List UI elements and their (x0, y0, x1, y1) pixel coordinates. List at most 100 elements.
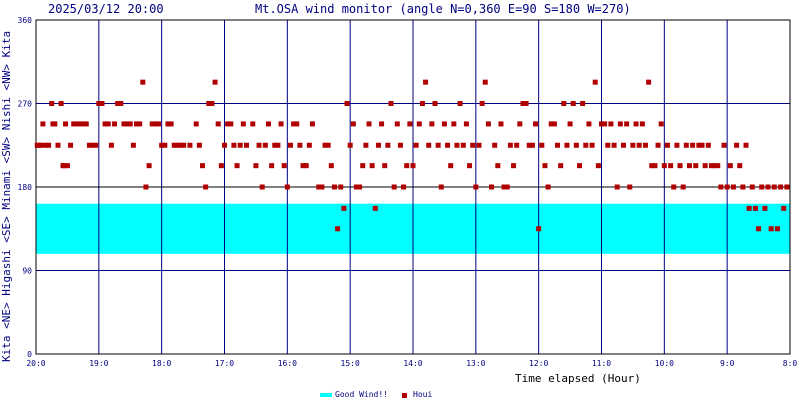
data-point (344, 101, 350, 106)
plot-frame (35, 19, 791, 355)
data-point (602, 121, 608, 127)
data-point (269, 163, 275, 169)
x-tick-label: 17:0 (215, 359, 234, 368)
data-point (174, 142, 180, 148)
data-point (727, 163, 733, 169)
data-point (699, 142, 705, 148)
data-point (40, 121, 46, 127)
data-point (401, 184, 407, 190)
data-point (363, 142, 369, 148)
data-point (683, 142, 689, 148)
data-point (297, 142, 303, 148)
data-point (231, 142, 237, 148)
data-point (86, 142, 92, 148)
data-point (46, 142, 52, 148)
data-point (429, 121, 435, 127)
data-point (624, 121, 630, 127)
x-tick-label: 16:0 (278, 359, 297, 368)
data-point (567, 121, 573, 127)
x-tick-label: 8:0 (783, 359, 798, 368)
data-point (693, 163, 699, 169)
data-point (306, 142, 312, 148)
data-point (778, 184, 784, 190)
data-point (492, 142, 498, 148)
data-point (187, 142, 193, 148)
data-point (68, 142, 74, 148)
data-point (74, 121, 80, 127)
data-point (545, 184, 551, 190)
data-point (259, 184, 265, 190)
data-point (570, 101, 576, 106)
data-point (740, 184, 746, 190)
data-point (115, 101, 121, 106)
data-point (140, 79, 146, 85)
y-tick-label: 180 (18, 183, 33, 192)
data-point (781, 205, 787, 211)
data-point (611, 142, 617, 148)
data-point (661, 163, 667, 169)
data-point (225, 121, 231, 127)
data-point (394, 121, 400, 127)
data-point (752, 205, 758, 211)
data-point (215, 121, 221, 127)
data-point (322, 142, 328, 148)
legend-good-wind-label: Good Wind!! (335, 390, 388, 399)
data-point (124, 121, 130, 127)
data-point (391, 184, 397, 190)
data-point (639, 121, 645, 127)
data-point (55, 142, 61, 148)
data-point (743, 142, 749, 148)
data-point (577, 163, 583, 169)
data-point (426, 142, 432, 148)
data-point (143, 184, 149, 190)
data-point (316, 184, 322, 190)
data-point (134, 121, 140, 127)
data-point (159, 142, 165, 148)
data-point (589, 142, 595, 148)
data-point (771, 184, 777, 190)
data-point (756, 226, 762, 232)
data-point (360, 163, 366, 169)
data-point (451, 121, 457, 127)
data-point (212, 79, 218, 85)
data-point (649, 163, 655, 169)
y-tick-label: 90 (22, 267, 32, 276)
data-point (328, 163, 334, 169)
data-point (445, 142, 451, 148)
data-point (671, 184, 677, 190)
data-point (80, 121, 86, 127)
chart-title: Mt.OSA wind monitor (angle N=0,360 E=90 … (255, 2, 631, 16)
data-point (193, 121, 199, 127)
data-point (529, 142, 535, 148)
data-point (108, 142, 114, 148)
data-point (677, 163, 683, 169)
data-point (99, 101, 105, 106)
data-point (222, 142, 227, 148)
legend-good-wind-swatch (320, 393, 332, 397)
data-point (278, 121, 284, 127)
data-point (746, 205, 752, 211)
data-point (93, 142, 99, 148)
data-point (658, 121, 664, 127)
data-point (507, 142, 513, 148)
legend: Good Wind!! Houi (320, 390, 432, 399)
data-point (712, 163, 718, 169)
data-point (759, 184, 765, 190)
data-point (243, 142, 249, 148)
data-point (498, 121, 504, 127)
y-tick-label: 0 (27, 350, 32, 359)
data-point (407, 121, 413, 127)
data-point (514, 142, 520, 148)
data-point (737, 163, 743, 169)
data-point (646, 79, 652, 85)
x-tick-label: 10:0 (655, 359, 674, 368)
data-point (256, 142, 262, 148)
data-point (523, 101, 529, 106)
data-point (281, 163, 287, 169)
plot-area: 0 90 180 270 360 20:0 19:0 18:0 17:0 16:0 15:0 14:0… (18, 16, 798, 368)
y-side-label: Kita <NE> Higashi <SE> Minami <SW> Nishi… (0, 31, 13, 362)
data-point (432, 101, 438, 106)
data-point (476, 142, 482, 148)
data-point (291, 121, 297, 127)
data-point (397, 142, 403, 148)
